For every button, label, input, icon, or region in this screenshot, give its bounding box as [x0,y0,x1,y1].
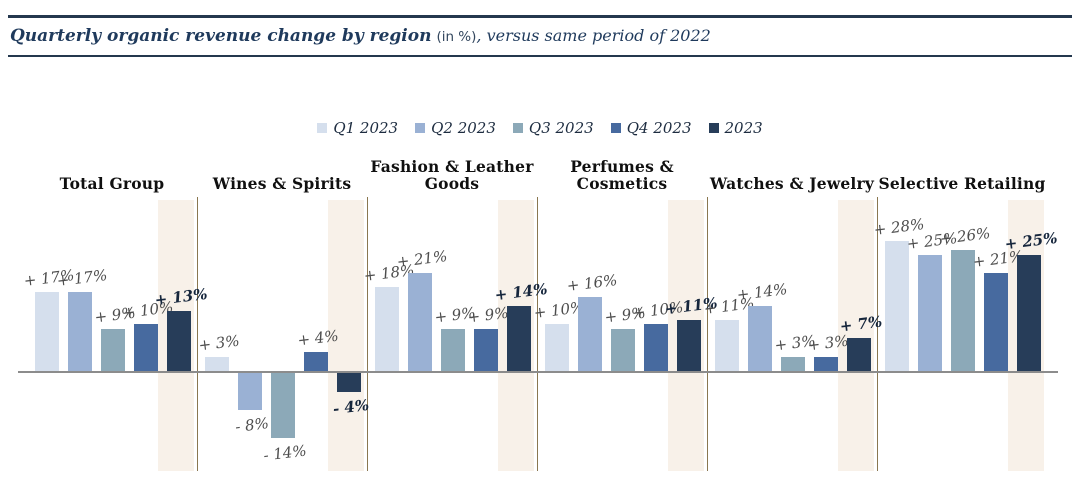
bar [781,357,805,371]
group-separator [366,197,368,471]
legend-item: Q4 2023 [610,119,692,137]
category-header: Watches & Jewelry [709,173,875,193]
legend-item: Q1 2023 [317,119,398,137]
bar-value-label: - 14% [262,441,308,465]
chart-legend: Q1 2023 Q2 2023 Q3 2023 Q4 2023 2023 [0,119,1080,137]
legend-label: Q2 2023 [431,119,496,137]
bar [337,373,361,392]
bar [814,357,838,371]
category-header: Wines & Spirits [212,173,352,193]
category-header: Perfumes & Cosmetics [570,156,674,193]
legend-swatch-icon [317,123,328,133]
category-header: Total Group [59,173,165,193]
bar-value-label: - 8% [234,414,270,436]
bar [271,373,295,438]
group-separator [536,197,538,471]
category-header: Selective Retailing [878,173,1046,193]
bar [984,273,1008,371]
group-separator [876,197,878,471]
chart-title: Quarterly organic revenue change by regi… [10,26,711,46]
bar [408,273,432,371]
bar [101,329,125,371]
group-separator [196,197,198,471]
bar-value-label: + 16% [565,270,619,296]
bar [847,338,871,371]
bar-value-label: + 3% [197,331,241,355]
bar [545,324,569,371]
legend-label: Q4 2023 [626,119,692,137]
bar [1017,255,1041,371]
bar [205,357,229,371]
legend-label: 2023 [724,119,763,137]
bar [715,320,739,371]
legend-swatch-icon [708,123,719,133]
legend-swatch-icon [610,123,621,133]
chart-title-unit: (in %) [436,29,477,45]
group-separator [706,197,708,471]
category-header: Fashion & Leather Goods [370,156,534,193]
title-rule-top [8,15,1072,18]
bar [474,329,498,371]
bar [507,306,531,371]
bar [35,292,59,371]
highlight-band [328,200,364,471]
chart-title-note: , versus same period of 2022 [476,26,711,45]
bar [578,297,602,371]
bar [375,287,399,371]
bar [134,324,158,371]
bar-value-label: + 26% [938,223,992,249]
legend-swatch-icon [415,123,426,133]
bar [644,324,668,371]
legend-swatch-icon [512,123,523,133]
bar [611,329,635,371]
legend-label: Q3 2023 [528,119,594,137]
bar [918,255,942,371]
bar [238,373,262,410]
x-axis-line [18,371,1058,373]
legend-item: Q3 2023 [512,119,594,137]
bar [441,329,465,371]
highlight-band [838,200,874,471]
bar [748,306,772,371]
bar-value-label: - 4% [331,395,371,419]
bar [677,320,701,371]
legend-item: 2023 [708,119,763,137]
legend-item: Q2 2023 [415,119,496,137]
bar [167,311,191,371]
bar [68,292,92,371]
bar-value-label: + 14% [735,279,789,305]
title-rule-bottom [8,55,1072,57]
chart-title-main: Quarterly organic revenue change by regi… [10,26,432,46]
legend-label: Q1 2023 [333,119,399,137]
bar [885,241,909,371]
bar [951,250,975,371]
bar-value-label: + 21% [395,246,449,272]
bar [304,352,328,371]
